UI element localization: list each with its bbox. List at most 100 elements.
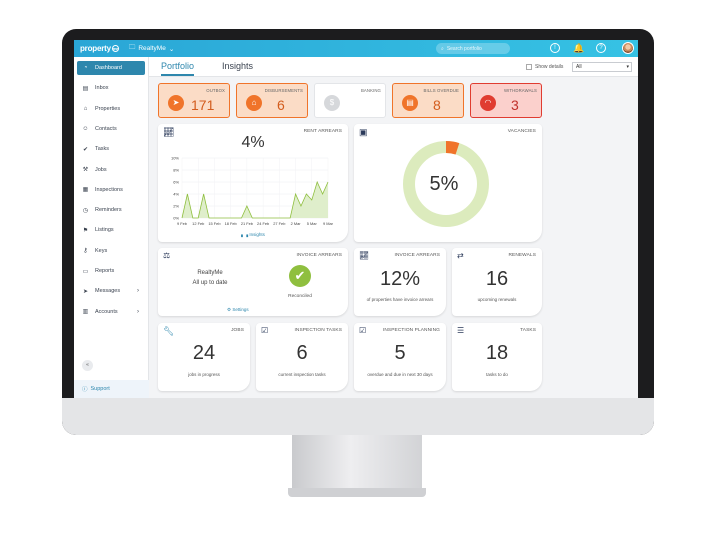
clipboard-check-icon: ☑ [359,326,367,335]
inspection-tasks-card[interactable]: ☑ INSPECTION TASKS 6 current inspection … [256,323,348,391]
show-details-checkbox[interactable] [526,64,532,70]
tile-banking[interactable]: $ BANKING [314,83,386,118]
settings-link[interactable]: ⚙ Settings [227,307,249,313]
insights-link[interactable]: ▖▗ Insights [158,232,348,238]
x-tick-label: 5 Mar [307,221,318,226]
x-tick-label: 2 Mar [291,221,302,226]
filter-value: All [576,64,582,70]
collapse-sidebar-button[interactable]: « [82,360,93,371]
card-title: INVOICE ARREARS [296,253,342,258]
area-fill [182,182,328,218]
tile-label: BILLS OVERDUE [423,88,459,93]
settings-label: Settings [232,307,249,312]
rent-arrears-card[interactable]: 📈︎ RENT ARREARS 4% 0% 2% 4% 6% 8% 10% 9 Feb 12 … [158,124,348,242]
vacancies-card[interactable]: ▣ VACANCIES 5% [354,124,542,242]
invoice-arrears-caption: of properties have invoice arrears [366,297,434,302]
sidebar-item-tasks[interactable]: ✔ Tasks [77,142,145,156]
sidebar-item-reports[interactable]: ▭ Reports [77,264,145,278]
sidebar-item-messages[interactable]: ➤ Messages › [77,284,145,298]
card-title: TASKS [520,328,536,333]
card-title: INVOICE ARREARS [394,253,440,258]
sidebar-item-label: Jobs [95,166,107,173]
monitor-base [288,488,426,497]
tab-portfolio[interactable]: Portfolio [161,61,195,76]
chart-icon: 📈︎ [163,127,175,137]
dollar-icon: $ [324,95,340,111]
renewals-value: 16 [485,268,509,290]
app-screen: property me 🗀 RealtyMe ⌄ ⌕ Search portfo… [74,40,638,398]
sidebar-item-label: Reminders [95,207,122,214]
sidebar-item-label: Properties [95,105,121,112]
home-icon: ⌂ [83,105,88,112]
sidebar-item-jobs[interactable]: ⚒ Jobs [77,163,145,177]
account-name: RealtyMe [138,45,166,52]
sidebar-item-reminders[interactable]: ◷ Reminders [77,203,145,217]
alert-icon[interactable]: ! [550,43,560,53]
x-tick-label: 27 Feb [273,221,285,226]
clipboard-check-icon: ☑ [261,326,269,335]
tile-value: 3 [511,97,519,113]
jobs-caption: jobs in progress [188,372,220,377]
x-tick-label: 15 Feb [208,221,220,226]
tile-label: BANKING [360,88,381,93]
tile-withdrawals[interactable]: ◠ WITHDRAWALS 3 [470,83,542,118]
invoice-arrears-status-card[interactable]: ⚖ INVOICE ARREARS RealtyMe All up to dat… [158,248,348,316]
logo-badge: me [111,45,119,52]
org-name: RealtyMe [197,270,223,276]
x-tick-label: 24 Feb [257,221,269,226]
scales-icon: ⚖ [163,251,171,260]
check-circle-icon: ✔ [82,146,89,153]
bill-icon: ▤ [402,95,418,111]
chart-icon: 📈︎ [359,251,370,260]
flag-icon: ⚑ [82,227,89,234]
tasks-card[interactable]: ☰ TASKS 18 tasks to do [452,323,542,391]
sidebar-item-label: Inbox [95,85,109,92]
repeat-icon: ⇄ [457,251,464,260]
sidebar-item-listings[interactable]: ⚑ Listings [77,223,145,237]
inspection-planning-card[interactable]: ☑ INSPECTION PLANNING 5 overdue and due … [354,323,446,391]
invoice-arrears-card[interactable]: 📈︎ INVOICE ARREARS 12% of properties hav… [354,248,446,316]
sidebar-item-accounts[interactable]: ▥ Accounts › [77,305,145,319]
sidebar-item-keys[interactable]: ⚷ Keys [77,244,145,258]
y-tick-label: 6% [173,180,179,185]
account-switcher[interactable]: 🗀 RealtyMe ⌄ [129,43,174,54]
top-bar: property me 🗀 RealtyMe ⌄ ⌕ Search portfo… [74,40,638,57]
y-tick-label: 8% [173,168,179,173]
reconciled-label: Reconciled [288,294,312,299]
chevron-right-icon: › [137,288,139,295]
tile-bills-overdue[interactable]: ▤ BILLS OVERDUE 8 [392,83,464,118]
insights-link-label: Insights [249,232,265,237]
tile-disbursements[interactable]: ⌂ DISBURSEMENTS 6 [236,83,308,118]
key-icon: ⚷ [83,248,88,255]
help-icon[interactable]: ? [596,43,606,53]
show-details-toggle[interactable]: Show details [526,64,563,70]
bell-icon[interactable]: 🔔 [573,43,585,53]
avatar[interactable] [622,42,634,54]
y-tick-label: 4% [173,192,179,197]
support-link[interactable]: ⓘ Support [74,380,149,398]
search-placeholder: Search portfolio [446,45,482,52]
sidebar-item-label: Dashboard [95,65,122,71]
bar-chart-icon: ▖▗ [241,232,249,237]
app-logo[interactable]: property me [74,44,119,53]
withdrawal-icon: ◠ [480,95,496,111]
tasks-caption: tasks to do [486,372,508,377]
search-input[interactable]: ⌕ Search portfolio [436,43,510,54]
sidebar-item-properties[interactable]: ⌂ Properties [77,102,145,116]
inspection-planning-value: 5 [394,342,406,364]
sidebar-item-contacts[interactable]: ☺ Contacts [77,122,145,136]
monitor-stand [292,435,422,491]
presentation-icon: ▣ [359,127,368,137]
sidebar-item-inspections[interactable]: ▦ Inspections [77,183,145,197]
card-title: JOBS [231,328,244,333]
sidebar: ◔ Dashboard ▤ Inbox ⌂ Properties ☺ Contacts ✔ Tas… [74,57,149,398]
renewals-card[interactable]: ⇄ RENEWALS 16 upcoming renewals [452,248,542,316]
filter-select[interactable]: All ▾ [572,62,632,72]
sidebar-item-label: Keys [95,247,108,254]
tab-insights[interactable]: Insights [222,61,254,71]
folder-icon: 🗀 [128,44,136,51]
sidebar-item-dashboard[interactable]: ◔ Dashboard [77,61,145,75]
sidebar-item-inbox[interactable]: ▤ Inbox [77,81,145,95]
jobs-card[interactable]: 🔧︎ JOBS 24 jobs in progress [158,323,250,391]
tile-outbox[interactable]: ➤ OUTBOX 171 [158,83,230,118]
